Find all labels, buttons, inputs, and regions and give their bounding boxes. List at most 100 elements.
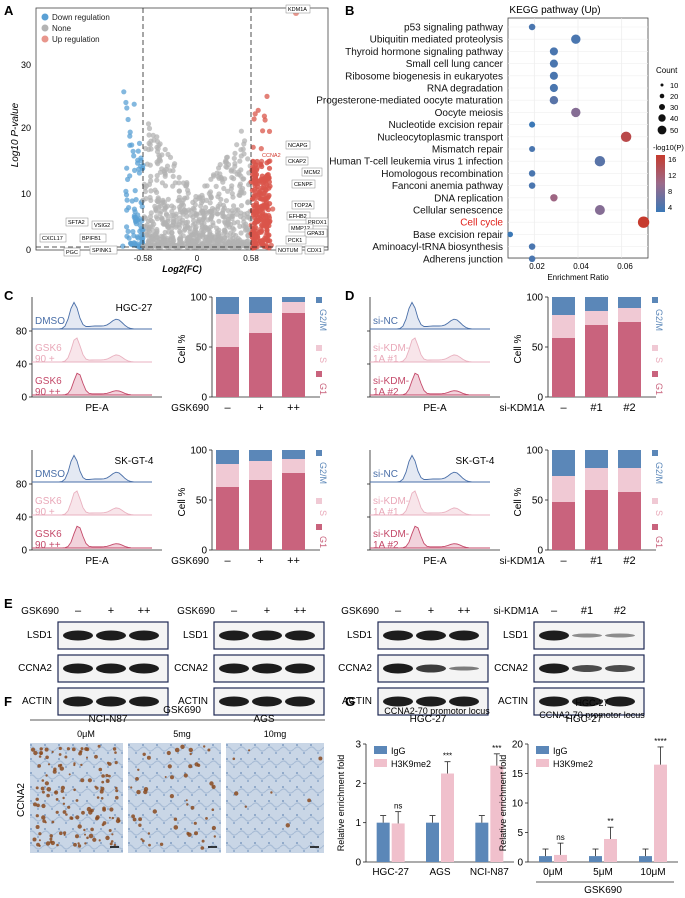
ihc-stain-2 — [307, 798, 311, 803]
ihc-stain-1 — [194, 762, 199, 767]
volcano-point-up — [262, 235, 268, 241]
volcano-point — [169, 208, 175, 215]
volcano-point — [225, 208, 231, 214]
gene-pgc: PGC — [66, 250, 78, 256]
stack-ytick: 0 — [537, 546, 543, 557]
ihc-stain-0 — [41, 779, 45, 782]
volcano-point — [142, 145, 149, 152]
volcano-point — [142, 188, 148, 195]
volcano-point — [201, 228, 207, 234]
ihc-stain-1 — [183, 773, 188, 778]
chip-bar-h3-1 — [604, 838, 617, 862]
ihc-stain-0 — [41, 815, 46, 820]
ihc-stain-0 — [35, 797, 39, 801]
volcano-point — [201, 220, 207, 226]
ihc-stain-1 — [135, 777, 139, 781]
panel-g: G CCNA2-70 promotor locus HGC-27 CCNA2-7… — [336, 694, 678, 896]
ihc-stain-0 — [63, 833, 66, 836]
ihc-stain-1 — [142, 752, 146, 756]
stack-ytick: 50 — [532, 496, 544, 507]
ihc-stain-0 — [80, 763, 83, 767]
ihc-stain-0 — [30, 747, 36, 752]
bar-s-2 — [618, 468, 641, 492]
blot-level-1: + — [108, 605, 114, 617]
volcano-point — [125, 228, 131, 234]
volcano-point — [231, 244, 237, 250]
flow-label-0: DMSO — [35, 316, 65, 327]
ihc-stain-0 — [44, 781, 50, 786]
ihc-image-2 — [226, 743, 324, 853]
bar-g1-1 — [585, 490, 608, 550]
chip-chart-1: 0 5 10 15 20 Relative enrichment fold ns 0μM ** 5… — [498, 737, 678, 896]
chip-legend-h3: H3K9me2 — [391, 759, 431, 769]
stack-ytick: 50 — [532, 343, 544, 354]
kegg-xlabel: Enrichment Ratio — [547, 273, 609, 282]
panel-label-g: G — [345, 694, 355, 709]
ihc-stain-1 — [211, 808, 215, 811]
gene-prox1: PROX1 — [308, 220, 327, 226]
chip-cat-0: 0μM — [543, 867, 563, 878]
bar-g1-2 — [282, 473, 305, 550]
ihc-stain-1 — [152, 809, 157, 814]
flow-label-1: si-KDM-1A #1 — [373, 343, 409, 365]
ihc-stain-0 — [38, 839, 41, 842]
blot-band — [383, 696, 413, 707]
flow-label-2: GSK6 90 ++ — [35, 529, 62, 551]
flow-label-2: GSK6 90 ++ — [35, 376, 62, 398]
volcano-point — [231, 176, 237, 182]
ihc-stain-0 — [33, 750, 38, 756]
volcano-point-up — [253, 209, 259, 215]
volcano-point — [162, 205, 168, 211]
volcano-point — [132, 188, 138, 194]
volcano-point — [139, 237, 145, 243]
ihc-stain-0 — [86, 756, 88, 759]
ihc-stain-0 — [114, 751, 117, 754]
kegg-label-13: Fanconi anemia pathway — [392, 181, 503, 192]
blot-level-1: + — [264, 605, 270, 617]
color-8: 8 — [668, 187, 672, 196]
volcano-point — [227, 221, 234, 228]
volcano-point-up — [266, 185, 272, 191]
bar-g2m-2 — [282, 450, 305, 459]
flow-d_top: si-KDM-1A #2 si-KDM-1A #1 si-NC PE-A — [367, 297, 500, 414]
ihc-stain-1 — [200, 846, 205, 850]
volcano-point — [216, 230, 222, 236]
ihc-stain-2 — [234, 791, 239, 796]
volcano-point — [234, 211, 240, 217]
gene-efhb2: EFHB2 — [289, 214, 307, 220]
kegg-label-11: Human T-cell leukemia virus 1 infection — [329, 157, 503, 168]
volcano-point — [125, 116, 131, 123]
blot-level-0: – — [395, 605, 402, 617]
kegg-xtick-0.04: 0.04 — [573, 262, 589, 271]
legend-dot-none — [41, 24, 49, 32]
blot-band — [219, 663, 249, 674]
ihc-stain-0 — [80, 747, 84, 751]
volcano-point — [226, 213, 232, 219]
volcano-point — [156, 204, 162, 210]
blot-band — [219, 696, 249, 707]
volcano-point — [163, 166, 169, 172]
volcano-point — [237, 223, 243, 229]
chip-bar-h3-0 — [554, 854, 567, 862]
chip-sig-1: ** — [607, 817, 613, 826]
ihc-stain-1 — [189, 752, 192, 756]
volcano-point — [145, 233, 151, 239]
bar-s-0 — [552, 315, 575, 338]
ihc-stain-0 — [88, 833, 94, 839]
color-12: 12 — [668, 171, 676, 180]
kegg-dot-12 — [528, 170, 536, 177]
kegg-label-5: RNA degradation — [427, 84, 503, 95]
ihc-stain-0 — [39, 747, 43, 751]
volcano-point — [204, 183, 210, 189]
volcano-point — [232, 150, 238, 156]
chip-bar-h3-0 — [391, 823, 405, 862]
volcano-point — [124, 197, 130, 203]
volcano-point — [147, 162, 153, 168]
legend-g2m: G2/M — [654, 462, 664, 484]
volcano-point — [225, 188, 231, 194]
kegg-count-legend: 10 20 30 40 50 — [657, 81, 678, 135]
volcano-point — [178, 202, 184, 208]
volcano-point — [120, 243, 126, 249]
